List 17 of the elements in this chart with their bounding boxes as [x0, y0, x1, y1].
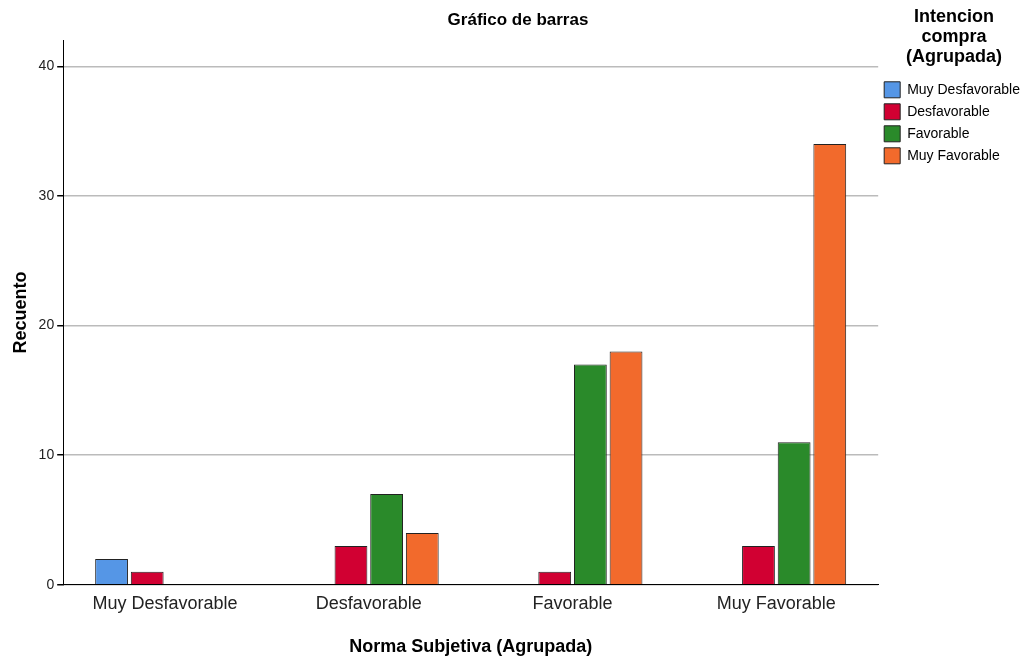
x-tick-label: Muy Desfavorable	[92, 592, 238, 613]
x-axis-title: Norma Subjetiva (Agrupada)	[349, 636, 593, 657]
legend-title: Intencion compra (Agrupada)	[906, 5, 1003, 66]
y-tick-label: 30	[38, 186, 55, 203]
chart-title: Gráfico de barras	[447, 9, 589, 29]
legend-label: Favorable	[907, 124, 970, 141]
y-tick-label: 20	[38, 316, 55, 333]
y-tick-label: 0	[46, 575, 55, 592]
y-tick-label: 40	[38, 57, 55, 74]
x-tick-label: Muy Favorable	[716, 592, 836, 613]
x-tick-label: Desfavorable	[315, 592, 422, 613]
y-tick-label: 10	[38, 446, 55, 463]
x-tick-label: Favorable	[532, 592, 613, 613]
legend-label: Desfavorable	[907, 102, 990, 119]
y-axis-title: Recuento	[9, 271, 30, 354]
legend-label: Muy Favorable	[907, 146, 1000, 163]
legend-label: Muy Desfavorable	[907, 80, 1021, 97]
